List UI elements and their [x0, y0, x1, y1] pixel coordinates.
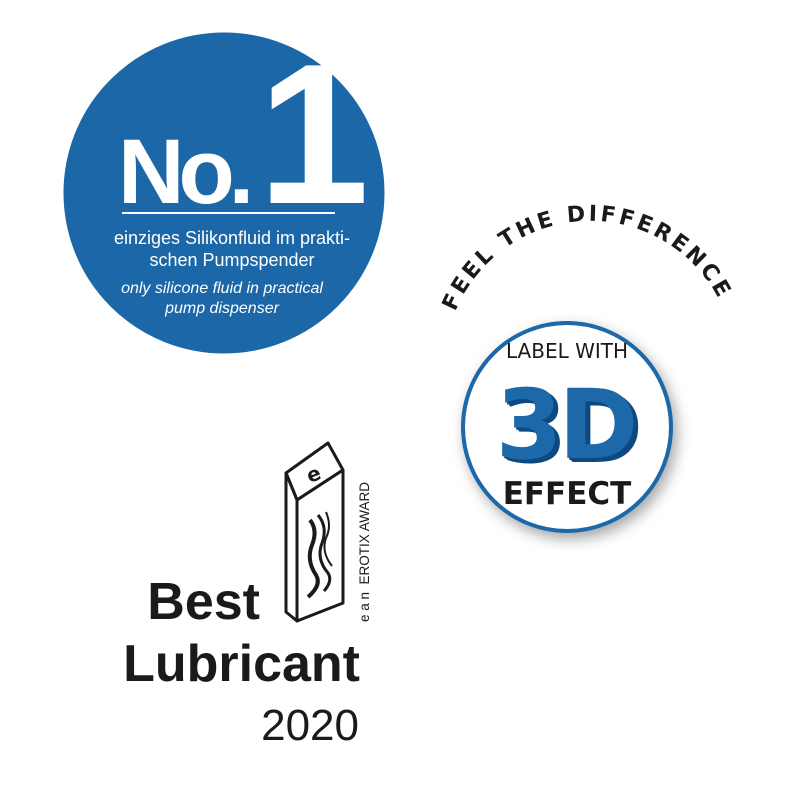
- erotix-award: e e a n EROTIX AWARD Best Lubricant 2020: [123, 441, 372, 750]
- effect-text: EFFECT: [503, 476, 632, 512]
- year-text: 2020: [261, 701, 359, 750]
- german-line-1: einziges Silikonfluid im prakti-: [114, 228, 350, 248]
- german-line-2: schen Pumpspender: [149, 250, 314, 270]
- best-text: Best: [147, 573, 260, 631]
- one-text: 1: [258, 23, 369, 246]
- 3d-effect-badge: FEEL THE DIFFERENCE LABEL WITH 3D EFFECT: [438, 202, 737, 533]
- no1-badge: No. 1 einziges Silikonfluid im prakti- s…: [60, 23, 388, 357]
- english-line-2: pump dispenser: [164, 300, 280, 317]
- no1-circle: [60, 29, 388, 357]
- no-text: No.: [118, 121, 249, 223]
- label-with-text: LABEL WITH: [506, 339, 628, 363]
- effect-circle: [461, 321, 673, 533]
- lubricant-text: Lubricant: [123, 635, 360, 693]
- arc-text: FEEL THE DIFFERENCE: [438, 202, 737, 315]
- 3d-text: 3D: [496, 369, 634, 481]
- trophy-icon: [284, 441, 345, 623]
- english-line-1: only silicone fluid in practical: [121, 280, 323, 297]
- award-vertical-text: e a n EROTIX AWARD: [357, 482, 372, 622]
